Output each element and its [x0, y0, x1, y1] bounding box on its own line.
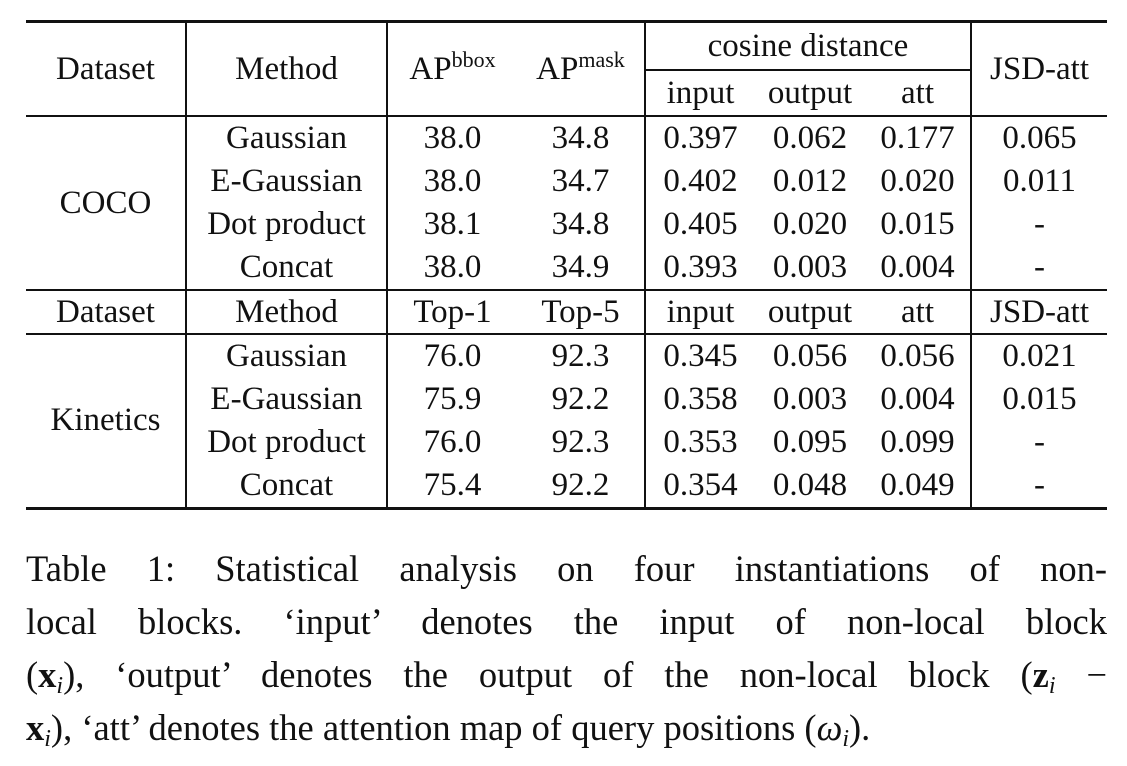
- input-cell: 0.354: [644, 464, 755, 510]
- dataset-coco: COCO: [59, 184, 152, 221]
- header-cosine-distance: cosine distance: [644, 21, 971, 71]
- header-ap-bbox: APbbox: [386, 21, 517, 116]
- att-cell: 0.056: [880, 337, 955, 374]
- input-cell: 0.402: [644, 159, 755, 203]
- header-jsd-att: JSD-att: [970, 21, 1107, 116]
- header2-output: output: [767, 293, 853, 330]
- method-cell: E-Gaussian: [185, 377, 387, 421]
- input-cell: 0.397: [644, 116, 755, 160]
- output-cell: 0.012: [772, 162, 848, 199]
- statistics-table-container: Dataset Method APbbox APmask cosine dist…: [26, 20, 1107, 510]
- input-cell: 0.345: [644, 334, 755, 378]
- att-cell: 0.099: [880, 424, 955, 461]
- jsd-cell: 0.011: [970, 159, 1107, 203]
- method-cell: Concat: [185, 246, 387, 290]
- ap-mask-cell: 34.7: [551, 162, 610, 199]
- header-dataset: Dataset: [56, 50, 155, 87]
- input-cell: 0.358: [644, 377, 755, 421]
- ap-mask-cell: 34.8: [551, 206, 610, 243]
- top1-cell: 76.0: [386, 334, 517, 378]
- header2-top1: Top-1: [386, 290, 517, 334]
- header2-top5: Top-5: [541, 293, 620, 330]
- ap-bbox-cell: 38.0: [386, 159, 517, 203]
- att-cell: 0.004: [880, 249, 955, 286]
- output-cell: 0.095: [772, 424, 848, 461]
- caption-line-4: xi), ‘att’ denotes the attention map of …: [26, 707, 871, 752]
- ap-bbox-cell: 38.1: [386, 203, 517, 247]
- method-cell: Gaussian: [185, 334, 387, 378]
- table-row: Dot product 76.0 92.3 0.353 0.095 0.099 …: [26, 421, 1107, 465]
- header-input: input: [644, 70, 755, 116]
- table-row: Kinetics Gaussian 76.0 92.3 0.345 0.056 …: [26, 334, 1107, 510]
- top5-cell: 92.2: [551, 380, 610, 417]
- table-row: Dot product 38.1 34.8 0.405 0.020 0.015 …: [26, 203, 1107, 247]
- jsd-cell: 0.021: [970, 334, 1107, 378]
- jsd-cell: 0.015: [970, 377, 1107, 421]
- header2-dataset: Dataset: [56, 293, 155, 330]
- caption-line-2: local blocks. ‘input’ denotes the input …: [26, 601, 1107, 642]
- header2-att: att: [901, 293, 934, 330]
- table-row: Concat 75.4 92.2 0.354 0.048 0.049 -: [26, 464, 1107, 510]
- header-method: Method: [185, 21, 387, 116]
- ap-bbox-cell: 38.0: [386, 246, 517, 290]
- ap-bbox-cell: 38.0: [386, 116, 517, 160]
- top1-cell: 75.4: [386, 464, 517, 510]
- header-output: output: [767, 74, 853, 111]
- top5-cell: 92.2: [517, 464, 645, 510]
- att-cell: 0.004: [880, 380, 955, 417]
- input-cell: 0.393: [644, 246, 755, 290]
- output-cell: 0.056: [772, 337, 848, 374]
- top5-cell: 92.3: [551, 337, 610, 374]
- output-cell: 0.062: [772, 119, 848, 156]
- method-cell: Gaussian: [185, 116, 387, 160]
- method-cell: E-Gaussian: [185, 159, 387, 203]
- att-cell: 0.015: [880, 206, 955, 243]
- jsd-cell: -: [970, 421, 1107, 465]
- att-cell: 0.049: [865, 464, 971, 510]
- output-cell: 0.048: [755, 464, 865, 510]
- header2-input: input: [644, 290, 755, 334]
- att-cell: 0.177: [880, 119, 955, 156]
- ap-mask-cell: 34.8: [551, 119, 610, 156]
- caption-line-3: (xi), ‘output’ denotes the output of the…: [26, 654, 1107, 699]
- header-att: att: [901, 74, 934, 111]
- method-cell: Dot product: [185, 203, 387, 247]
- input-cell: 0.353: [644, 421, 755, 465]
- table-header-row-1b: input output att: [26, 70, 1107, 116]
- jsd-cell: -: [970, 246, 1107, 290]
- jsd-cell: -: [970, 203, 1107, 247]
- table-header-row-1: Dataset Method APbbox APmask cosine dist…: [26, 21, 1107, 116]
- method-cell: Dot product: [185, 421, 387, 465]
- top5-cell: 92.3: [551, 424, 610, 461]
- output-cell: 0.003: [772, 249, 848, 286]
- output-cell: 0.003: [772, 380, 848, 417]
- table-header-row-2: Dataset Method Top-1 Top-5 input output …: [26, 290, 1107, 334]
- output-cell: 0.020: [772, 206, 848, 243]
- table-row: E-Gaussian 75.9 92.2 0.358 0.003 0.004 0…: [26, 377, 1107, 421]
- att-cell: 0.020: [880, 162, 955, 199]
- table-caption: Table 1: Statistical analysis on four in…: [26, 542, 1107, 754]
- jsd-cell: 0.065: [970, 116, 1107, 160]
- dataset-kinetics: Kinetics: [26, 334, 186, 510]
- jsd-cell: -: [970, 464, 1107, 510]
- table-row: Concat 38.0 34.9 0.393 0.003 0.004 -: [26, 246, 1107, 290]
- input-cell: 0.405: [644, 203, 755, 247]
- table-row: E-Gaussian 38.0 34.7 0.402 0.012 0.020 0…: [26, 159, 1107, 203]
- top1-cell: 75.9: [386, 377, 517, 421]
- caption-line-1: Table 1: Statistical analysis on four in…: [26, 548, 1107, 589]
- header-ap-mask: APmask: [536, 46, 625, 87]
- statistics-table: Dataset Method APbbox APmask cosine dist…: [26, 20, 1107, 510]
- method-cell: Concat: [185, 464, 387, 510]
- header2-method: Method: [185, 290, 387, 334]
- top1-cell: 76.0: [386, 421, 517, 465]
- ap-mask-cell: 34.9: [551, 249, 610, 286]
- table-row: COCO Gaussian 38.0 34.8 0.397 0.062 0.17…: [26, 116, 1107, 219]
- header2-jsd-att: JSD-att: [970, 290, 1107, 334]
